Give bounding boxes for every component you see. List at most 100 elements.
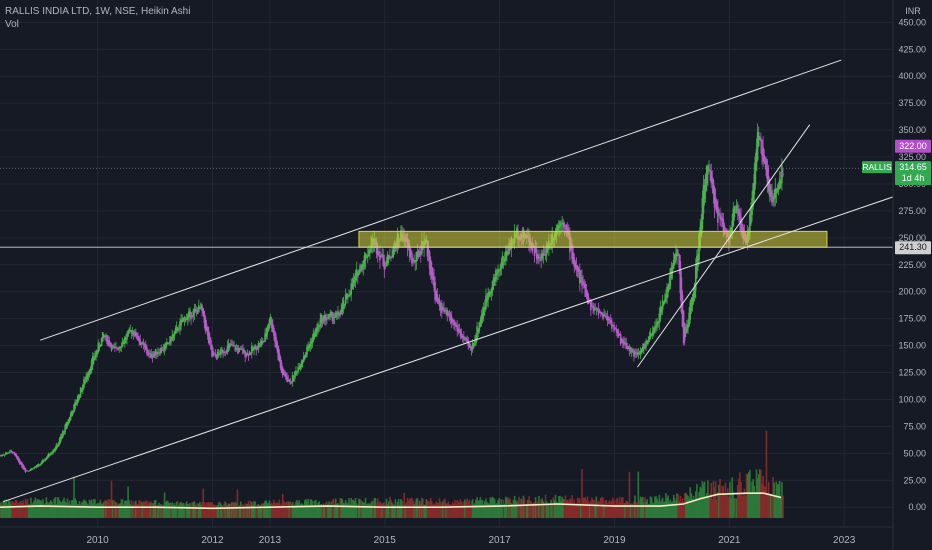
candle-body-319: [351, 284, 354, 290]
candle-body-315: [347, 295, 349, 297]
candle-body-47: [51, 452, 53, 455]
volume-bar-402: [443, 499, 445, 518]
candle-body-240: [264, 333, 266, 342]
candle-body-158: [173, 331, 176, 336]
volume-bar-138: [151, 503, 154, 518]
candle-body-50: [54, 448, 57, 451]
volume-bar-694: [765, 430, 768, 518]
candle-body-542: [597, 308, 600, 315]
volume-bar-463: [510, 503, 513, 518]
candle-body-585: [645, 340, 647, 348]
time-axis[interactable]: 2010 2012 2013 2015 2017 2019 2021 2023: [0, 526, 893, 546]
candle-body-672: [741, 223, 743, 231]
candle-body-170: [186, 314, 189, 320]
volume-bar-707: [779, 495, 782, 518]
volume-bar-143: [157, 504, 159, 518]
volume-bar-581: [640, 497, 643, 518]
candle-body-7: [6, 453, 9, 455]
volume-bar-497: [548, 503, 550, 518]
volume-bar-670: [739, 472, 741, 518]
candle-body-182: [200, 303, 202, 309]
volume-bar-346: [381, 504, 383, 518]
volume-bar-285: [313, 500, 316, 518]
volume-indicator-label[interactable]: Vol: [5, 19, 19, 30]
volume-bar-563: [620, 497, 623, 518]
volume-bar-693: [764, 486, 767, 518]
candle-body-701: [773, 197, 775, 200]
candle-body-260: [286, 376, 288, 382]
volume-bar-551: [607, 501, 610, 518]
volume-bar-9: [9, 501, 11, 518]
volume-bar-457: [503, 503, 506, 518]
volume-bar-401: [442, 501, 444, 518]
volume-bar-275: [302, 505, 305, 518]
candle-body-31: [33, 467, 36, 469]
volume-bar-68: [74, 497, 76, 518]
volume-bar-521: [574, 503, 577, 518]
candle-body-106: [116, 347, 118, 350]
volume-bar-534: [588, 503, 591, 518]
candle-body-168: [184, 318, 187, 322]
candle-body-38: [41, 461, 43, 465]
candle-body-69: [75, 401, 78, 406]
volume-bar-72: [78, 500, 81, 518]
volume-bar-64: [69, 504, 72, 518]
volume-bar-516: [569, 498, 571, 518]
volume-bar-90: [98, 502, 101, 518]
volume-bar-270: [297, 502, 299, 518]
candle-body-442: [487, 293, 489, 301]
candle-body-426: [469, 345, 472, 348]
candle-body-652: [719, 214, 721, 219]
volume-bar-8: [8, 499, 10, 518]
volume-bar-271: [298, 500, 301, 518]
candle-body-457: [503, 257, 506, 262]
candle-body-11: [11, 451, 13, 454]
candle-body-51: [55, 444, 58, 450]
volume-bar-477: [525, 503, 528, 518]
candle-body-174: [191, 315, 193, 318]
candle-body-544: [599, 312, 602, 314]
volume-bar-286: [315, 499, 317, 518]
volume-bar-472: [520, 498, 523, 518]
volume-bar-196: [215, 505, 218, 518]
volume-bar-217: [238, 505, 241, 518]
volume-bar-416: [458, 502, 461, 518]
candle-body-682: [752, 183, 754, 207]
volume-bar-60: [65, 502, 68, 518]
volume-bar-501: [552, 497, 555, 518]
candle-body-194: [213, 353, 216, 355]
candle-body-123: [135, 331, 137, 335]
volume-bar-608: [670, 502, 673, 518]
volume-bar-145: [159, 504, 161, 518]
candle-body-622: [686, 325, 688, 332]
volume-bar-85: [93, 498, 95, 518]
volume-bar-494: [544, 494, 547, 518]
candle-body-310: [341, 304, 344, 313]
volume-bar-374: [412, 500, 414, 518]
candle-body-594: [655, 324, 657, 329]
candle-body-208: [228, 343, 231, 347]
volume-bar-223: [245, 504, 248, 518]
candle-body-233: [256, 348, 259, 350]
volume-bar-116: [127, 486, 129, 518]
volume-bar-158: [173, 503, 176, 518]
candle-body-228: [250, 346, 253, 354]
volume-bar-395: [435, 501, 438, 518]
candle-body-80: [87, 373, 90, 378]
symbol-title[interactable]: RALLIS INDIA LTD, 1W, NSE, Heikin Ashi: [5, 6, 191, 17]
candle-body-287: [316, 328, 318, 333]
volume-bar-177: [194, 505, 197, 518]
candle-body-261: [287, 379, 290, 382]
candle-body-494: [544, 254, 547, 256]
candle-body-3: [2, 454, 5, 456]
candle-body-522: [575, 264, 578, 269]
candle-body-524: [577, 268, 580, 273]
volume-bar-499: [550, 499, 552, 518]
drawings[interactable]: [0, 59, 894, 503]
volume-bar-448: [493, 499, 496, 518]
volume-bar-629: [693, 500, 696, 518]
candle-body-543: [598, 311, 601, 313]
candle-body-389: [428, 251, 431, 269]
volume-bar-69: [75, 500, 78, 518]
